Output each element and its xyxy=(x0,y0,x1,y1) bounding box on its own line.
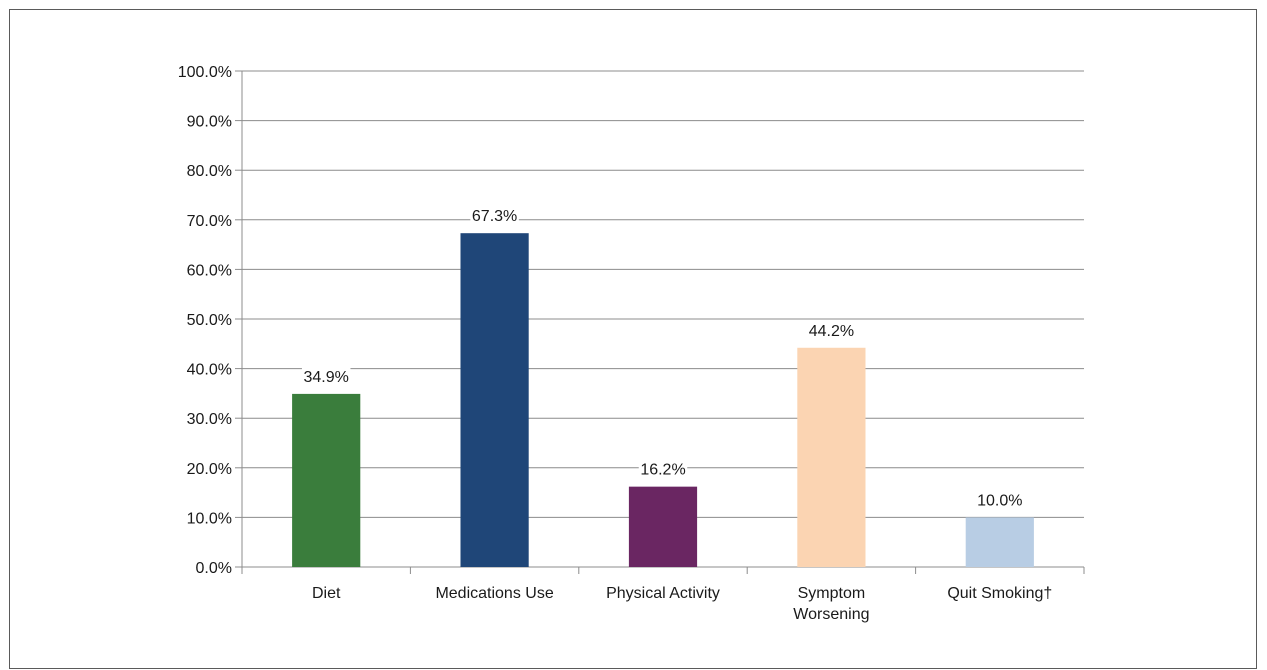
bar-chart: 0.0% 10.0% 20.0% 30.0% 40.0% 50.0% 60.0% 70.0% 8… xyxy=(178,64,1085,623)
y-tick-label: 30.0% xyxy=(187,411,232,428)
data-label: 16.2% xyxy=(640,462,685,479)
y-tick-label: 20.0% xyxy=(187,461,232,478)
bar xyxy=(628,486,698,567)
bar xyxy=(965,517,1034,567)
data-label: 10.0% xyxy=(977,492,1022,509)
bar xyxy=(292,393,361,567)
y-tick-label: 10.0% xyxy=(187,510,232,527)
chart-frame: 0.0% 10.0% 20.0% 30.0% 40.0% 50.0% 60.0% 70.0% 8… xyxy=(9,9,1257,669)
bar xyxy=(797,347,866,567)
category-label: Diet xyxy=(312,585,341,602)
y-tick-label: 50.0% xyxy=(187,312,232,329)
y-tick-label: 60.0% xyxy=(187,262,232,279)
y-tick-label: 40.0% xyxy=(187,362,232,379)
y-tick-label: 80.0% xyxy=(187,163,232,180)
bar xyxy=(460,233,529,567)
data-label-bg xyxy=(301,366,351,386)
data-label-bg xyxy=(638,459,688,479)
category-label: Physical Activity xyxy=(606,585,720,602)
data-label: 34.9% xyxy=(304,369,349,386)
data-label-bg xyxy=(470,206,519,226)
y-tick-label: 90.0% xyxy=(187,114,232,131)
y-tick-label: 70.0% xyxy=(187,213,232,230)
data-label-bg xyxy=(975,490,1025,510)
bars xyxy=(292,233,1034,567)
labels: 0.0% 10.0% 20.0% 30.0% 40.0% 50.0% 60.0% 70.0% 8… xyxy=(178,64,1053,623)
category-label: Worsening xyxy=(793,606,869,623)
data-label: 67.3% xyxy=(472,208,517,225)
data-label: 44.2% xyxy=(809,323,854,340)
category-label: Medications Use xyxy=(435,585,553,602)
y-tick-label: 0.0% xyxy=(196,560,232,577)
y-tick-label: 100.0% xyxy=(178,64,232,81)
gridlines xyxy=(242,70,1084,518)
data-label-bg xyxy=(807,320,856,340)
category-label: Quit Smoking† xyxy=(947,585,1052,602)
category-label: Symptom xyxy=(798,585,866,602)
